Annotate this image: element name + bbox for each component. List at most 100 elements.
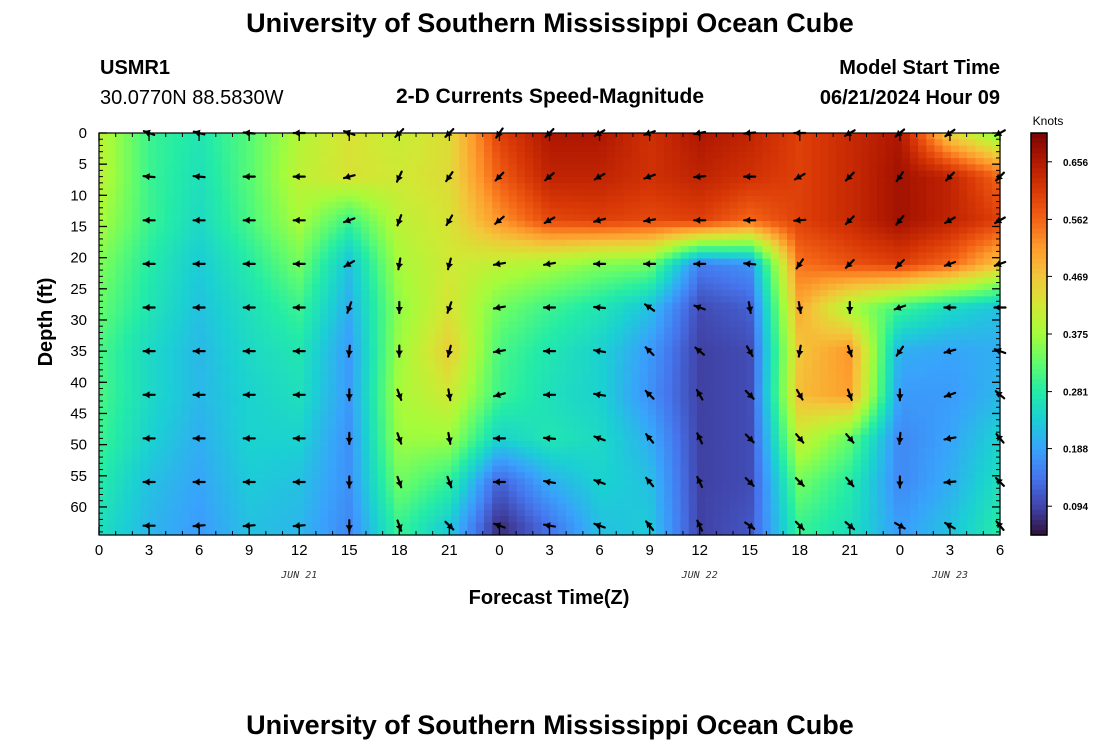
heatmap-cell xyxy=(574,258,583,266)
heatmap-cell xyxy=(746,377,755,385)
heatmap-cell xyxy=(279,239,288,247)
heatmap-cell xyxy=(107,296,116,304)
heatmap-cell xyxy=(590,296,600,304)
heatmap-cell xyxy=(975,327,985,335)
heatmap-cell xyxy=(778,302,788,310)
heatmap-cell xyxy=(541,183,551,191)
heatmap-cell xyxy=(664,403,673,410)
heatmap-cell xyxy=(868,227,878,235)
heatmap-cell xyxy=(156,396,166,404)
heatmap-cell xyxy=(148,214,157,222)
heatmap-cell xyxy=(508,145,518,153)
heatmap-cell xyxy=(860,227,870,235)
heatmap-cell xyxy=(590,409,600,417)
heatmap-cell xyxy=(123,264,133,272)
heatmap-cell xyxy=(950,133,960,140)
heatmap-cell xyxy=(148,371,157,379)
heatmap-cell xyxy=(934,352,944,360)
heatmap-cell xyxy=(221,220,231,228)
heatmap-cell xyxy=(901,352,911,360)
heatmap-cell xyxy=(934,365,944,373)
heatmap-cell xyxy=(107,409,116,417)
heatmap-cell xyxy=(778,359,788,367)
heatmap-cell xyxy=(418,139,428,147)
heatmap-cell xyxy=(533,158,542,166)
heatmap-cell xyxy=(549,176,559,184)
heatmap-cell xyxy=(967,176,977,184)
heatmap-cell xyxy=(647,227,657,235)
heatmap-cell xyxy=(262,346,272,354)
heatmap-cell xyxy=(492,202,501,209)
heatmap-cell xyxy=(746,164,755,172)
heatmap-cell xyxy=(770,396,780,404)
heatmap-cell xyxy=(721,220,731,228)
heatmap-cell xyxy=(361,164,370,172)
heatmap-cell xyxy=(410,158,420,166)
heatmap-cell xyxy=(524,277,534,285)
heatmap-cell xyxy=(606,365,616,373)
heatmap-cell xyxy=(909,340,919,348)
heatmap-cell xyxy=(533,151,542,159)
heatmap-cell xyxy=(271,302,280,310)
heatmap-cell xyxy=(844,151,854,159)
heatmap-cell xyxy=(459,158,469,166)
heatmap-cell xyxy=(860,334,870,341)
heatmap-cell xyxy=(238,195,248,203)
heatmap-cell xyxy=(770,359,780,367)
heatmap-cell xyxy=(844,158,854,166)
heatmap-cell xyxy=(557,246,567,253)
heatmap-cell xyxy=(500,352,510,360)
heatmap-cell xyxy=(729,246,739,253)
heatmap-cell xyxy=(729,258,739,266)
heatmap-cell xyxy=(934,145,944,153)
heatmap-cell xyxy=(811,139,821,147)
heatmap-cell xyxy=(754,352,764,360)
heatmap-cell xyxy=(950,239,960,247)
heatmap-cell xyxy=(344,158,354,166)
heatmap-cell xyxy=(189,359,198,367)
heatmap-cell xyxy=(180,170,190,178)
heatmap-cell xyxy=(443,390,452,398)
heatmap-cell xyxy=(164,384,174,392)
heatmap-cell xyxy=(672,327,682,335)
heatmap-cell xyxy=(868,145,878,153)
heatmap-cell xyxy=(959,145,968,153)
heatmap-cell xyxy=(959,158,968,166)
heatmap-cell xyxy=(369,214,379,222)
heatmap-cell xyxy=(631,151,641,159)
heatmap-cell xyxy=(336,145,346,153)
heatmap-cell xyxy=(811,258,821,266)
heatmap-cell xyxy=(262,164,272,172)
heatmap-cell xyxy=(180,164,190,172)
heatmap-cell xyxy=(967,246,977,253)
heatmap-cell xyxy=(574,195,583,203)
heatmap-cell xyxy=(262,139,272,147)
heatmap-cell xyxy=(287,227,297,235)
heatmap-cell xyxy=(410,302,420,310)
heatmap-cell xyxy=(516,396,526,404)
heatmap-cell xyxy=(655,390,665,398)
heatmap-cell xyxy=(565,170,575,178)
heatmap-cell xyxy=(107,233,116,241)
heatmap-cell xyxy=(836,334,845,341)
heatmap-cell xyxy=(860,384,870,392)
heatmap-cell xyxy=(606,145,616,153)
heatmap-cell xyxy=(787,170,796,178)
heatmap-cell xyxy=(475,271,485,279)
heatmap-cell xyxy=(230,164,239,172)
heatmap-cell xyxy=(877,371,886,379)
heatmap-cell xyxy=(205,396,215,404)
heatmap-cell xyxy=(696,340,706,348)
heatmap-cell xyxy=(230,145,239,153)
heatmap-cell xyxy=(557,170,567,178)
heatmap-cell xyxy=(582,296,592,304)
heatmap-cell xyxy=(565,290,575,297)
heatmap-cell xyxy=(672,214,682,222)
heatmap-cell xyxy=(213,396,223,404)
heatmap-cell xyxy=(459,371,469,379)
heatmap-cell xyxy=(483,214,493,222)
heatmap-cell xyxy=(688,252,698,260)
heatmap-cell xyxy=(598,290,608,297)
heatmap-cell xyxy=(410,365,420,373)
heatmap-cell xyxy=(762,359,772,367)
